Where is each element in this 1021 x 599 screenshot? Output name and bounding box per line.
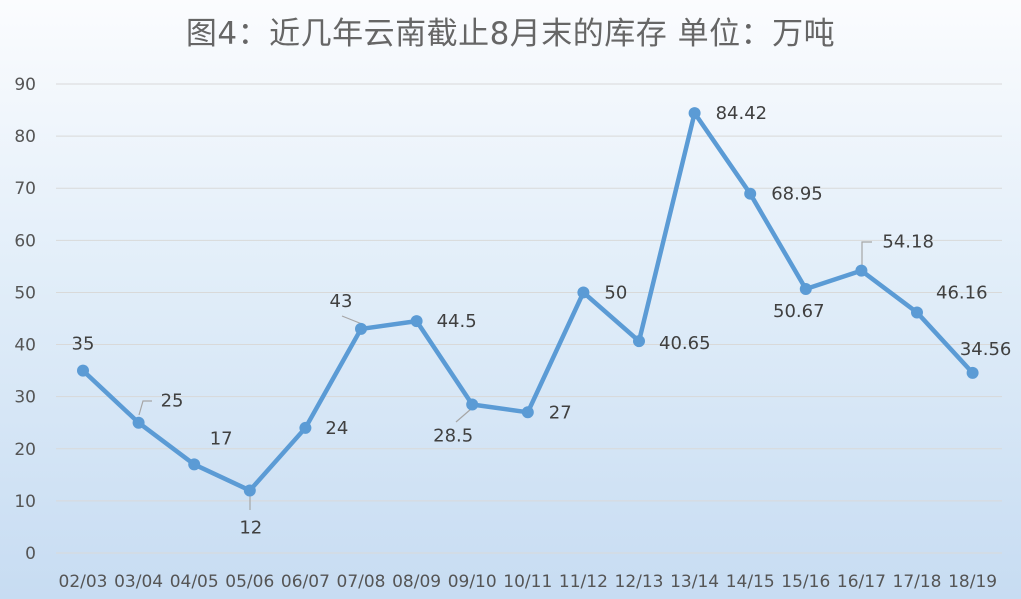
data-point-marker xyxy=(966,366,979,379)
y-tick-label: 0 xyxy=(25,544,36,564)
label-leader-line xyxy=(341,315,363,325)
data-point-marker xyxy=(243,484,256,497)
x-tick-label: 09/10 xyxy=(448,572,497,592)
data-point-marker xyxy=(855,264,868,277)
data-label: 17 xyxy=(210,428,233,449)
data-label: 12 xyxy=(239,517,262,538)
x-tick-label: 12/13 xyxy=(615,572,664,592)
data-point-marker xyxy=(521,406,534,419)
data-label: 68.95 xyxy=(771,184,823,205)
data-point-marker xyxy=(744,187,757,200)
x-tick-label: 17/18 xyxy=(893,572,942,592)
x-tick-label: 02/03 xyxy=(59,572,108,592)
y-tick-label: 30 xyxy=(14,388,36,408)
data-label: 35 xyxy=(72,334,95,355)
y-tick-label: 40 xyxy=(14,336,36,356)
x-tick-label: 14/15 xyxy=(726,572,775,592)
data-point-marker xyxy=(132,416,145,429)
x-tick-label: 06/07 xyxy=(281,572,330,592)
data-label: 24 xyxy=(325,418,348,439)
data-label: 25 xyxy=(161,391,184,412)
y-tick-label: 60 xyxy=(14,231,36,251)
data-point-marker xyxy=(410,315,423,328)
x-tick-label: 07/08 xyxy=(337,572,386,592)
data-point-marker xyxy=(188,458,201,471)
data-point-marker xyxy=(911,306,923,319)
data-label: 40.65 xyxy=(659,333,711,354)
data-label: 28.5 xyxy=(433,425,473,446)
y-tick-label: 70 xyxy=(14,179,36,199)
y-tick-label: 20 xyxy=(14,440,36,460)
data-label: 50.67 xyxy=(773,301,825,322)
x-tick-label: 15/16 xyxy=(781,572,830,592)
x-tick-label: 18/19 xyxy=(948,572,997,592)
data-point-marker xyxy=(299,421,312,434)
label-leader-line xyxy=(861,241,872,266)
x-tick-label: 08/09 xyxy=(392,572,441,592)
data-label: 44.5 xyxy=(437,311,477,332)
x-tick-label: 10/11 xyxy=(503,572,552,592)
data-label: 84.42 xyxy=(716,103,768,124)
x-tick-label: 04/05 xyxy=(170,572,219,592)
x-tick-label: 05/06 xyxy=(225,572,274,592)
data-label: 50 xyxy=(604,282,627,303)
data-label: 54.18 xyxy=(882,232,934,253)
data-label: 43 xyxy=(330,291,353,312)
y-tick-label: 80 xyxy=(14,127,36,147)
x-tick-label: 16/17 xyxy=(837,572,886,592)
y-tick-label: 50 xyxy=(14,283,36,303)
data-point-marker xyxy=(577,286,590,299)
data-label: 46.16 xyxy=(936,282,988,303)
data-label: 34.56 xyxy=(960,339,1012,360)
data-point-marker xyxy=(633,335,645,348)
data-label: 27 xyxy=(549,402,572,423)
data-point-marker xyxy=(355,322,367,335)
data-point-marker xyxy=(688,107,701,120)
chart-title: 图4：近几年云南截止8月末的库存 单位：万吨 xyxy=(185,16,836,52)
data-point-marker xyxy=(466,398,479,411)
y-tick-label: 10 xyxy=(14,492,36,512)
x-tick-label: 03/04 xyxy=(114,572,163,592)
y-tick-label: 90 xyxy=(14,75,36,95)
data-point-marker xyxy=(77,364,89,377)
x-tick-label: 11/12 xyxy=(559,572,608,592)
data-point-marker xyxy=(799,282,812,295)
label-leader-line xyxy=(455,408,472,423)
label-leader-line xyxy=(138,400,152,416)
x-tick-label: 13/14 xyxy=(670,572,719,592)
